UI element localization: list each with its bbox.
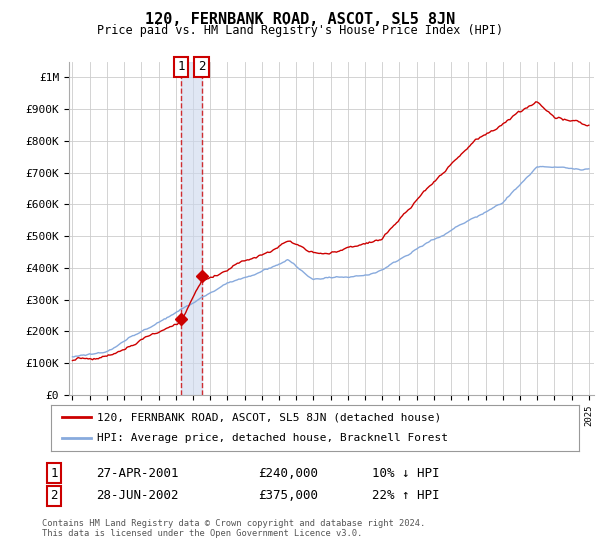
Text: Price paid vs. HM Land Registry's House Price Index (HPI): Price paid vs. HM Land Registry's House …: [97, 24, 503, 36]
Text: 2: 2: [50, 489, 58, 502]
Text: 28-JUN-2002: 28-JUN-2002: [96, 489, 179, 502]
Text: 120, FERNBANK ROAD, ASCOT, SL5 8JN (detached house): 120, FERNBANK ROAD, ASCOT, SL5 8JN (deta…: [97, 412, 442, 422]
Text: £375,000: £375,000: [258, 489, 318, 502]
Bar: [181, 62, 202, 395]
Text: 10% ↓ HPI: 10% ↓ HPI: [372, 466, 439, 480]
Text: HPI: Average price, detached house, Bracknell Forest: HPI: Average price, detached house, Brac…: [97, 433, 448, 444]
Text: 22% ↑ HPI: 22% ↑ HPI: [372, 489, 439, 502]
Text: 27-APR-2001: 27-APR-2001: [96, 466, 179, 480]
Text: £240,000: £240,000: [258, 466, 318, 480]
Text: 1: 1: [178, 60, 185, 73]
Text: Contains HM Land Registry data © Crown copyright and database right 2024.: Contains HM Land Registry data © Crown c…: [42, 519, 425, 528]
Text: 120, FERNBANK ROAD, ASCOT, SL5 8JN: 120, FERNBANK ROAD, ASCOT, SL5 8JN: [145, 12, 455, 27]
Text: This data is licensed under the Open Government Licence v3.0.: This data is licensed under the Open Gov…: [42, 529, 362, 538]
Text: 1: 1: [50, 466, 58, 480]
Text: 2: 2: [198, 60, 205, 73]
